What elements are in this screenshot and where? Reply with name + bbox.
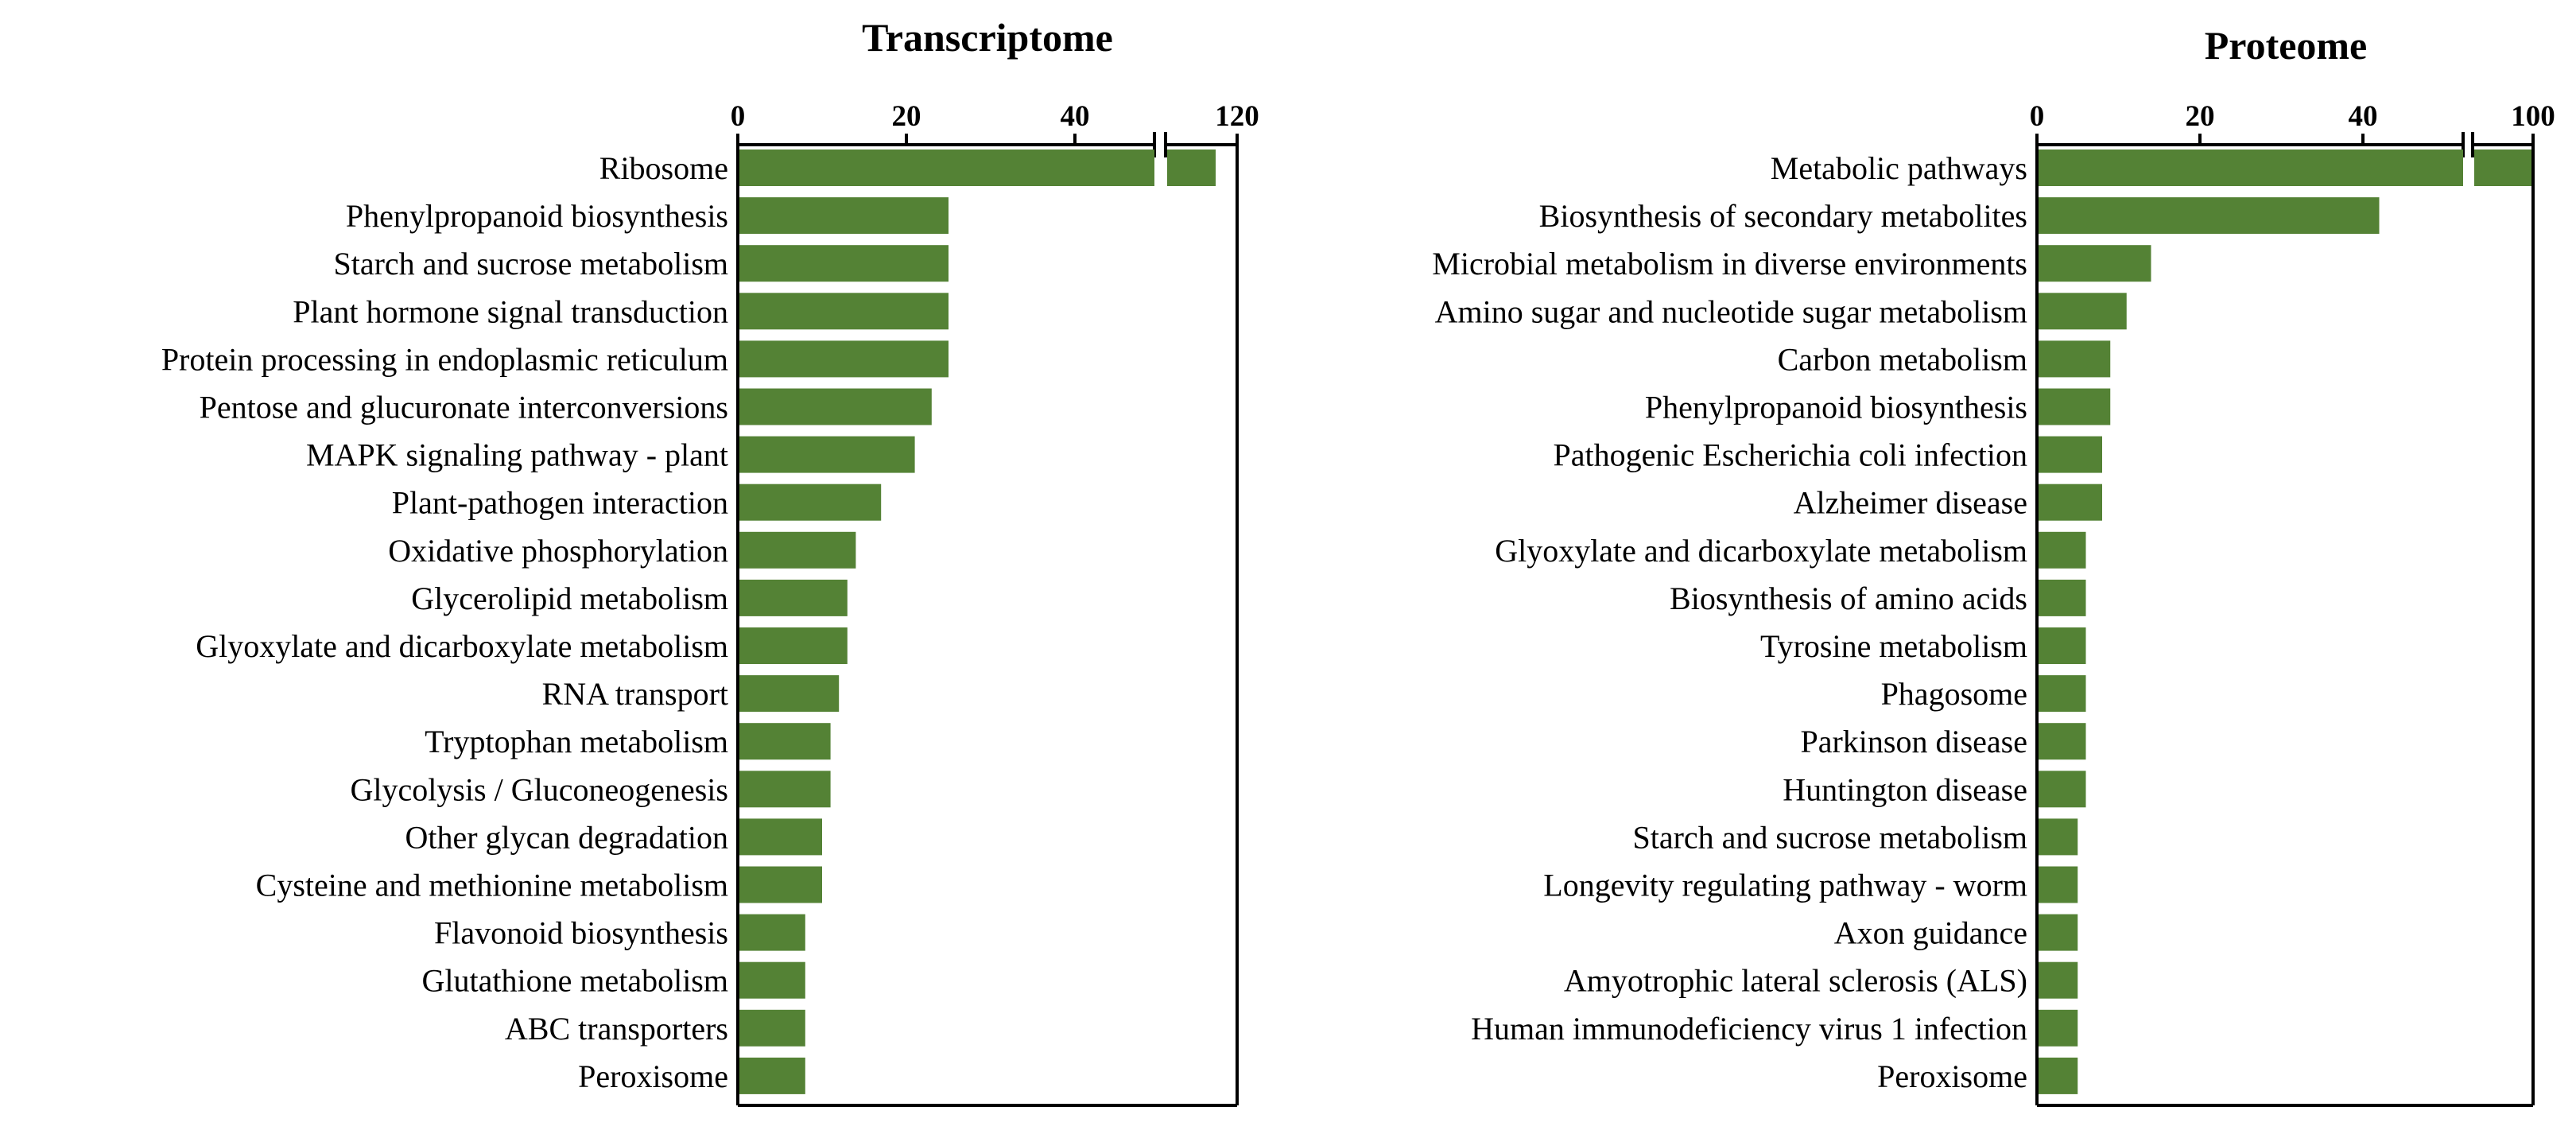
- proteome-category-label: Axon guidance: [1834, 915, 2027, 951]
- proteome-category-label: Longevity regulating pathway - worm: [1543, 868, 2027, 903]
- proteome-tick-label: 20: [2186, 100, 2215, 133]
- proteome-category-label: Tyrosine metabolism: [1760, 628, 2027, 664]
- transcriptome-title: Transcriptome: [862, 15, 1113, 60]
- transcriptome-bar: [739, 627, 848, 664]
- transcriptome-category-label: Glycerolipid metabolism: [411, 581, 728, 616]
- proteome-bar: [2039, 1057, 2078, 1094]
- transcriptome-category-label: Oxidative phosphorylation: [388, 533, 728, 569]
- proteome-tick-label: 100: [2511, 100, 2555, 133]
- proteome-category-label: Parkinson disease: [1800, 724, 2027, 759]
- proteome-category-label: Carbon metabolism: [1778, 341, 2027, 377]
- proteome-bar: [2039, 961, 2078, 999]
- proteome-bar: [2039, 675, 2086, 713]
- proteome-category-label: Alzheimer disease: [1794, 485, 2027, 521]
- proteome-bar: [2039, 866, 2078, 903]
- proteome-tick-label: 0: [2030, 100, 2045, 133]
- transcriptome-category-label: RNA transport: [542, 676, 728, 712]
- transcriptome-category-label: Starch and sucrose metabolism: [333, 246, 728, 282]
- transcriptome-bar: [739, 436, 915, 473]
- transcriptome-bar: [739, 961, 805, 999]
- transcriptome-bar: [739, 723, 831, 760]
- transcriptome-category-label: Cysteine and methionine metabolism: [256, 868, 728, 903]
- proteome-category-label: Microbial metabolism in diverse environm…: [1432, 246, 2027, 282]
- transcriptome-category-label: Plant-pathogen interaction: [392, 485, 728, 521]
- proteome-bar: [2039, 245, 2151, 282]
- transcriptome-bar: [739, 150, 1154, 186]
- proteome-category-label: Human immunodeficiency virus 1 infection: [1471, 1011, 2027, 1047]
- transcriptome-tick-label: 120: [1215, 100, 1259, 133]
- transcriptome-tick-label: 20: [892, 100, 921, 133]
- transcriptome-category-label: Tryptophan metabolism: [425, 724, 728, 759]
- transcriptome-bar: [739, 245, 949, 282]
- transcriptome-category-label: Protein processing in endoplasmic reticu…: [161, 341, 728, 377]
- proteome-bar: [2039, 340, 2111, 378]
- transcriptome-bar: [739, 818, 822, 856]
- proteome-bar: [2039, 531, 2086, 569]
- proteome-bar: [2039, 293, 2127, 330]
- proteome-panel: Proteome 0 20 40 100 Metabolic pathways Biosyn…: [1432, 23, 2555, 1107]
- proteome-bar: [2039, 197, 2380, 235]
- proteome-bar: [2039, 150, 2463, 186]
- proteome-category-label: Amino sugar and nucleotide sugar metabol…: [1435, 293, 2027, 329]
- proteome-bar: [2039, 723, 2086, 760]
- transcriptome-category-label: Glutathione metabolism: [422, 963, 729, 999]
- transcriptome-bar: [739, 293, 949, 330]
- proteome-category-label: Huntington disease: [1783, 771, 2027, 807]
- proteome-bar: [2039, 627, 2086, 664]
- proteome-category-label: Pathogenic Escherichia coli infection: [1554, 437, 2027, 473]
- proteome-bar-after-break: [2474, 150, 2531, 186]
- transcriptome-category-label: Other glycan degradation: [405, 819, 728, 855]
- proteome-category-label: Amyotrophic lateral sclerosis (ALS): [1564, 963, 2027, 999]
- transcriptome-bar: [739, 484, 882, 521]
- proteome-category-label: Biosynthesis of amino acids: [1670, 581, 2027, 616]
- proteome-category-label: Metabolic pathways: [1771, 150, 2027, 186]
- proteome-bar: [2039, 388, 2111, 425]
- transcriptome-bar: [739, 388, 932, 425]
- transcriptome-bar-after-break: [1167, 150, 1216, 186]
- proteome-category-label: Glyoxylate and dicarboxylate metabolism: [1495, 533, 2027, 569]
- proteome-bar: [2039, 1009, 2078, 1047]
- proteome-category-label: Biosynthesis of secondary metabolites: [1539, 198, 2027, 234]
- proteome-category-label: Phagosome: [1881, 676, 2027, 712]
- proteome-title: Proteome: [2205, 23, 2368, 68]
- transcriptome-tick-label: 0: [731, 100, 746, 133]
- proteome-bar: [2039, 914, 2078, 951]
- transcriptome-bar: [739, 579, 848, 616]
- transcriptome-bar: [739, 914, 805, 951]
- transcriptome-category-label: Glyoxylate and dicarboxylate metabolism: [196, 628, 728, 664]
- transcriptome-tick-label: 40: [1061, 100, 1090, 133]
- transcriptome-category-label: Glycolysis / Gluconeogenesis: [351, 771, 729, 807]
- proteome-tick-label: 40: [2349, 100, 2378, 133]
- transcriptome-panel: Transcriptome 0 20 40 120 Ribosome Phenylpropa…: [161, 15, 1259, 1107]
- transcriptome-category-label: Flavonoid biosynthesis: [434, 915, 728, 951]
- transcriptome-category-label: Peroxisome: [578, 1058, 728, 1094]
- transcriptome-bar: [739, 531, 856, 569]
- proteome-bar: [2039, 436, 2102, 473]
- proteome-category-label: Peroxisome: [1877, 1058, 2027, 1094]
- transcriptome-bar: [739, 340, 949, 378]
- transcriptome-category-label: Pentose and glucuronate interconversions: [200, 390, 728, 425]
- transcriptome-bar: [739, 197, 949, 235]
- proteome-bar: [2039, 484, 2102, 521]
- proteome-category-label: Starch and sucrose metabolism: [1632, 819, 2027, 855]
- transcriptome-category-label: ABC transporters: [505, 1011, 728, 1047]
- transcriptome-bar: [739, 1057, 805, 1094]
- transcriptome-bar: [739, 675, 840, 713]
- transcriptome-bar: [739, 1009, 805, 1047]
- proteome-bar: [2039, 818, 2078, 856]
- transcriptome-bar: [739, 771, 831, 808]
- proteome-category-label: Phenylpropanoid biosynthesis: [1645, 390, 2027, 425]
- proteome-bar: [2039, 579, 2086, 616]
- transcriptome-category-label: Ribosome: [599, 150, 728, 186]
- transcriptome-bar: [739, 866, 822, 903]
- proteome-bar: [2039, 771, 2086, 808]
- transcriptome-category-label: MAPK signaling pathway - plant: [306, 437, 728, 473]
- transcriptome-category-label: Plant hormone signal transduction: [293, 293, 728, 329]
- transcriptome-category-label: Phenylpropanoid biosynthesis: [346, 198, 728, 234]
